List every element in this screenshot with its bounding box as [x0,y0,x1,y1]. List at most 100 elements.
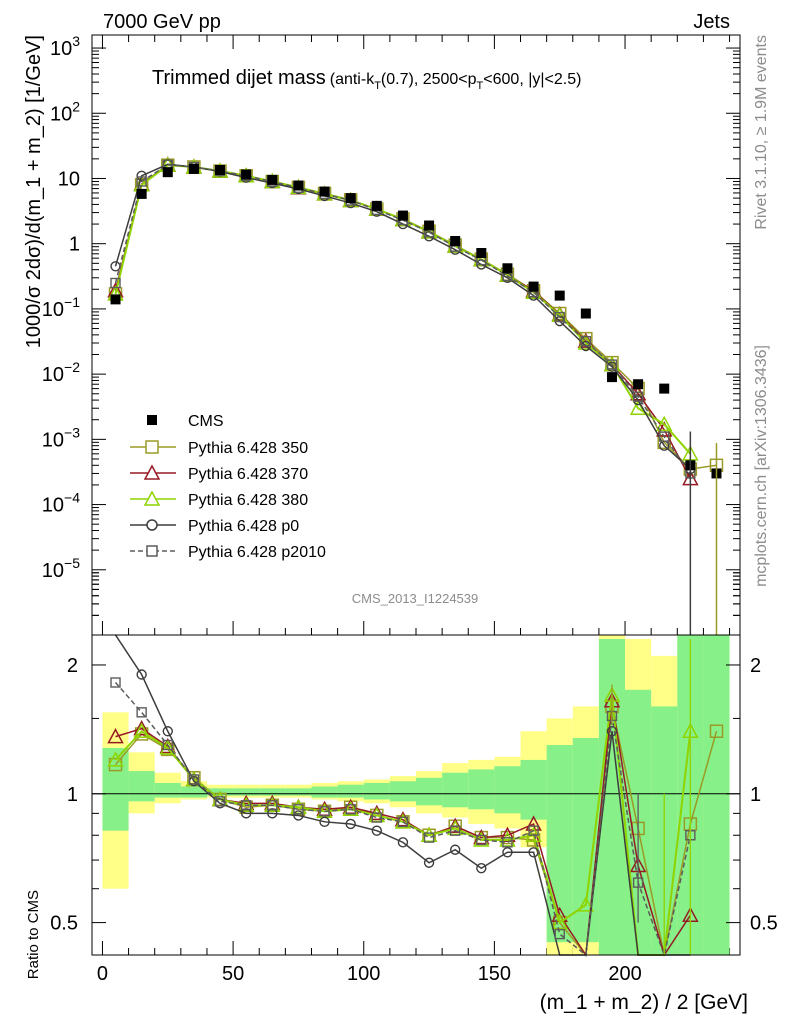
legend-entry-p380: Pythia 6.428 380 [130,490,308,509]
p380-line [114,164,692,455]
ratio-p2010-marker [423,832,435,843]
x-tick-label: 100 [347,963,380,985]
ratio-p0-marker [476,863,487,874]
uncertainty-band-inner [233,788,260,796]
analysis-watermark: CMS_2013_I1224539 [352,591,479,606]
cms-data-point [580,308,591,319]
main-y-tick-base: 10 [50,38,72,60]
header-jets-label: Jets [693,11,730,33]
main-y-tick-label: 10−1 [42,294,80,321]
x-tick-label: 150 [478,963,511,985]
ratio-y-tick-label-right: 1 [750,784,761,806]
x-tick-label: 200 [608,963,641,985]
p2010-marker [110,277,121,289]
ratio-p0-marker [293,810,304,821]
cms-data-point [110,294,121,305]
ratio-p380-marker [577,896,595,912]
ratio-p0-marker [371,825,383,836]
main-y-tick-exponent: 3 [72,33,80,49]
ratio-p380-marker [499,831,516,847]
rivet-version-label: Rivet 3.1.10, ≥ 1.9M events [753,35,770,230]
ratio-p0-marker [136,669,147,680]
main-y-tick-base: 10 [50,103,72,125]
ratio-p0-marker [319,816,330,828]
ratio-p370-marker [133,720,150,736]
uncertainty-band-inner [102,747,129,831]
main-y-tick-label: 10−5 [42,555,80,582]
main-y-tick-base: 10 [42,364,64,386]
ratio-p380-marker [264,796,281,813]
main-y-tick-base: 10 [42,560,64,582]
x-axis: 0 50 100 150 200 [97,963,642,985]
ratio-p2010-marker [136,707,147,718]
series-p2010 [110,159,696,479]
ratio-p2010-marker [240,800,252,811]
legend-label-cms: CMS [188,413,224,430]
cms-data-point [633,379,644,390]
main-y-tick-base: 10 [42,495,64,517]
legend-entry-cms: CMS [147,413,224,430]
p380-marker [655,415,673,432]
main-y-tick-exponent: 2 [72,98,80,114]
ratio-p0-marker [162,726,173,737]
ratio-p2010-marker [267,800,278,811]
p2010-marker [136,176,147,187]
cms-data-point [450,235,461,246]
legend-entry-p350: Pythia 6.428 350 [130,440,308,457]
ratio-p2010-marker [528,825,539,836]
cms-data-point [659,383,670,394]
mcplots-label: mcplots.cern.ch [arXiv:1306.3436] [753,345,770,587]
ratio-y-tick-label-right: 0.5 [750,913,778,935]
ratio-p2010-marker [502,837,513,848]
ratio-y-axis: 0.5 0.5 1 1 2 2 [50,655,778,935]
cms-data-point [528,281,539,292]
ratio-p380-marker [107,751,124,767]
ratio-p0-marker [449,844,461,855]
cms-data-point [319,186,330,197]
cms-data-point [397,210,408,221]
cms-data-point [606,372,617,383]
uncertainty-band-inner [128,771,155,802]
plot-title-sub-t1: T [374,80,381,92]
ratio-p2010-marker [476,834,487,846]
cms-data-point [345,193,356,204]
plot-title-main: Trimmed dijet mass [152,67,326,89]
p2010-marker [632,391,644,402]
p380-marker [473,251,490,267]
ratio-p2010-marker [345,804,356,815]
ratio-p0-marker [345,818,356,830]
main-y-tick-label: 10−3 [42,424,80,451]
p380-marker [629,399,647,415]
uncertainty-band-inner [520,759,547,820]
ratio-p380-marker [342,800,359,817]
ratio-p370-marker [499,826,516,843]
main-y-tick-label: 102 [50,98,80,125]
legend-marker-cms [147,415,157,425]
cms-data-point [502,263,513,274]
ratio-p370-marker [473,829,490,845]
p0-marker [136,170,147,181]
main-y-tick-exponent: −2 [64,359,80,375]
legend: CMS Pythia 6.428 350 Pythia 6.428 370 Py… [130,413,326,561]
cms-data-point [241,169,252,180]
main-y-tick-label: 10−4 [42,490,80,517]
ratio-y-tick-label: 2 [67,655,78,677]
cms-data-point [162,167,173,178]
ratio-y-tick-label: 1 [67,784,78,806]
legend-label-p350: Pythia 6.428 350 [188,440,308,457]
uncertainty-band-inner [259,788,286,796]
main-panel [91,34,741,955]
ratio-p2010-marker [188,774,200,785]
main-y-tick-exponent: −4 [64,490,80,506]
legend-label-p0: Pythia 6.428 p0 [188,518,299,535]
ratio-p0-marker [240,808,252,819]
main-y-tick-base: 10 [42,429,64,451]
ratio-p0-marker [397,837,409,848]
legend-marker-p0 [146,519,158,531]
cms-data-point [293,180,304,191]
ratio-y-tick-label: 0.5 [50,913,78,935]
main-y-tick-base: 10 [42,299,64,321]
uncertainty-band-inner [416,777,443,806]
